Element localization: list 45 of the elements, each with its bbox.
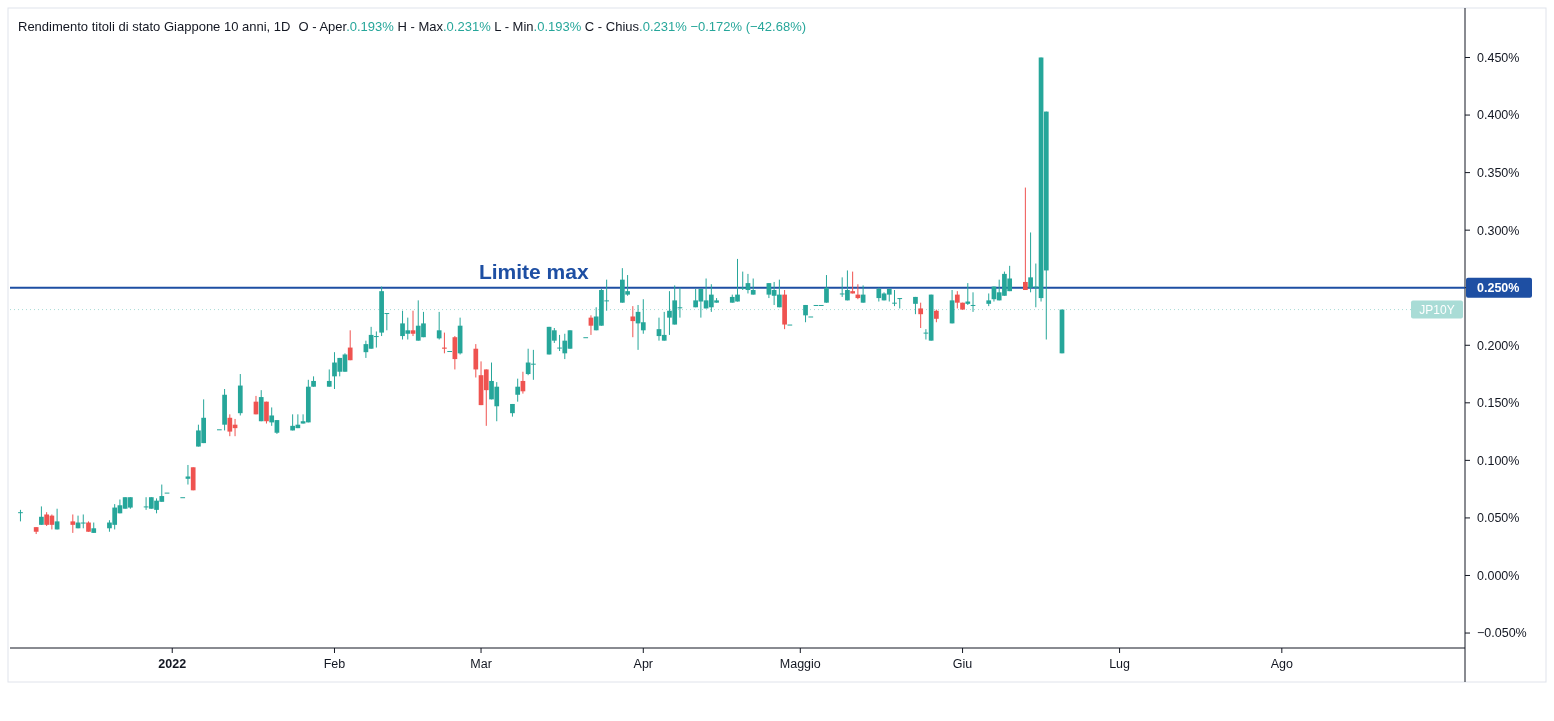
x-tick-label: Giu <box>952 657 973 671</box>
candlestick <box>824 274 829 304</box>
y-tick-label: 0.450% <box>1477 50 1520 65</box>
x-tick-label: Apr <box>633 657 654 671</box>
y-tick-label: 0.300% <box>1477 223 1520 238</box>
x-tick-label: Lug <box>1109 657 1131 671</box>
x-tick-label: Ago <box>1270 657 1293 671</box>
candlestick <box>473 343 479 378</box>
y-tick-label: 0.050% <box>1477 511 1520 526</box>
y-tick-label: 0.250% <box>1477 281 1520 296</box>
x-tick-label: Feb <box>323 657 346 671</box>
y-tick-label: 0.400% <box>1477 108 1520 123</box>
x-tick-label: 2022 <box>158 657 187 671</box>
ref-line-label: Limite max <box>478 259 589 283</box>
candlestick <box>892 289 897 307</box>
candlestick <box>39 505 44 526</box>
candlestick <box>897 297 903 309</box>
candlestick <box>965 282 971 306</box>
candlestick <box>1023 187 1028 291</box>
y-tick-label: 0.350% <box>1477 165 1520 180</box>
x-tick-label: Maggio <box>779 657 821 671</box>
y-tick-label: 0.100% <box>1477 453 1520 468</box>
x-tick-label: Mar <box>470 657 492 671</box>
candlestick <box>918 302 924 329</box>
candlestick <box>630 305 636 338</box>
ref-line-label: JP10Y <box>1419 302 1455 317</box>
text: O - Aper.0.193% H - Max.0.231% L - Min.0.193% C - Chius.0.231% −0.172% (−42.68%) <box>298 19 807 34</box>
y-tick-label: 0.000% <box>1477 568 1520 583</box>
candlestick <box>442 332 447 354</box>
candlestick <box>227 413 233 437</box>
candlestick <box>70 513 76 534</box>
candlestick <box>436 311 442 341</box>
candlestick <box>185 464 191 486</box>
candlestick <box>740 271 746 291</box>
candlestick <box>483 368 489 427</box>
candlestick <box>410 310 416 337</box>
y-tick-label: −0.050% <box>1477 626 1527 641</box>
candlestick <box>515 378 521 403</box>
y-tick-label: 0.200% <box>1477 338 1520 353</box>
y-tick-label: 0.150% <box>1477 396 1520 411</box>
candlestick <box>661 311 667 342</box>
candlestick <box>80 513 86 529</box>
text: Rendimento titoli di stato Giappone 10 anni, 1D <box>18 19 291 34</box>
candlestick <box>640 298 646 335</box>
candlestick <box>347 329 353 361</box>
